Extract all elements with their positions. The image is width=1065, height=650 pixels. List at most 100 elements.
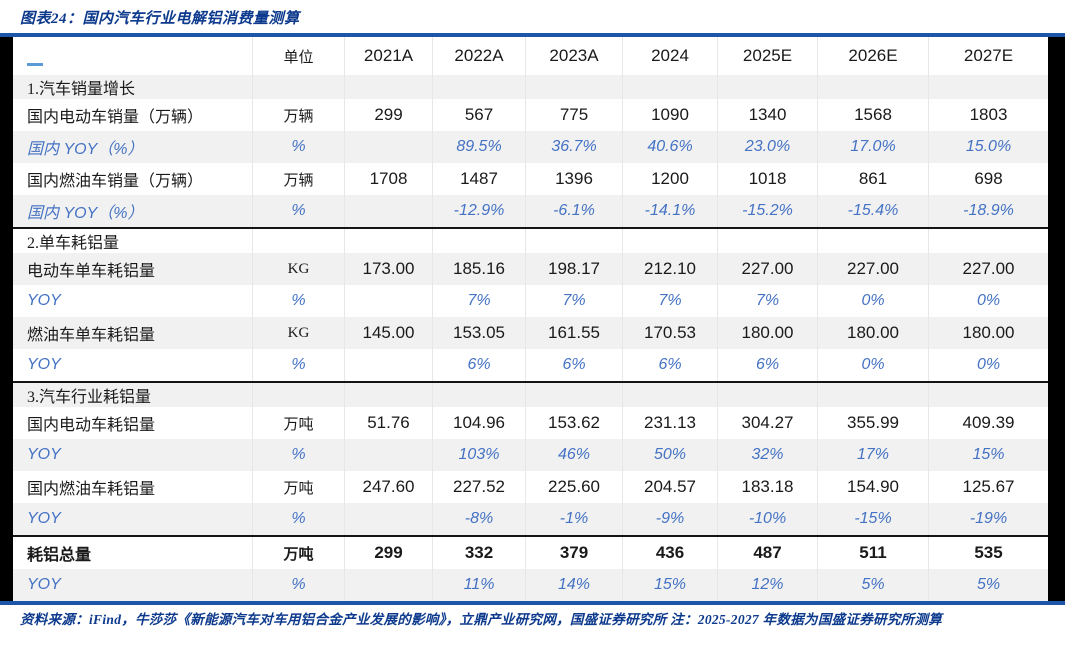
table-row-data: 燃油车单车耗铝量 KG 145.00 153.05 161.55 170.53 180.00…	[13, 317, 1048, 349]
row-value: -19%	[969, 510, 1008, 527]
row-value: 50%	[623, 439, 718, 471]
row-unit: 万吨	[253, 407, 345, 439]
row-value: 23.0%	[718, 131, 818, 163]
row-value: 7%	[433, 285, 526, 317]
row-value	[526, 383, 623, 407]
column-header-year: 2025E	[718, 37, 818, 75]
row-value	[818, 75, 929, 99]
row-value: 15.0%	[965, 138, 1012, 155]
row-value: 89.5%	[433, 131, 526, 163]
row-label: 2.单车耗铝量	[13, 229, 253, 253]
table-row-yoy: YOY% 103% 46% 50% 32% 17% 15%	[13, 439, 1048, 471]
row-value: 11%	[433, 569, 526, 601]
row-value	[433, 383, 526, 407]
row-value: -12.9%	[433, 195, 526, 227]
row-value: 170.53	[623, 317, 718, 349]
table-row-yoy: YOY% 11% 14% 15% 12% 5% 5%	[13, 569, 1048, 601]
row-value: 17.0%	[818, 131, 929, 163]
row-value	[526, 229, 623, 253]
column-header-year: 2022A	[433, 37, 526, 75]
row-value: 12%	[718, 569, 818, 601]
row-value: 17%	[818, 439, 929, 471]
row-value: 204.57	[623, 471, 718, 503]
row-value	[929, 229, 1048, 253]
row-unit	[253, 383, 345, 407]
row-unit: %	[253, 285, 345, 317]
row-label: 国内燃油车销量（万辆）	[13, 163, 253, 195]
top-blue-rule	[0, 33, 1065, 37]
row-value: 46%	[526, 439, 623, 471]
row-value: 103%	[433, 439, 526, 471]
row-value: -1%	[526, 503, 623, 535]
row-value	[345, 229, 433, 253]
row-unit: %	[253, 131, 345, 163]
row-unit: %	[253, 195, 345, 227]
row-value: 1487	[433, 163, 526, 195]
row-value	[623, 75, 718, 99]
table-row-data: 国内燃油车耗铝量 万吨 247.60 227.52 225.60 204.57 183.18…	[13, 471, 1048, 503]
table-header-row: 单位 2021A 2022A 2023A 2024 2025E 2026E 2027E	[13, 37, 1048, 75]
table-row-yoy: 国内 YOY（%）% 89.5% 36.7% 40.6% 23.0% 17.0% 15.0%	[13, 131, 1048, 163]
row-value: 0%	[818, 349, 929, 381]
row-value: 198.17	[526, 253, 623, 285]
row-value: 332	[433, 537, 526, 569]
row-value	[929, 383, 1048, 407]
row-value: 14%	[526, 569, 623, 601]
row-value: 6%	[433, 349, 526, 381]
table-row-section: 2.单车耗铝量	[13, 229, 1048, 253]
row-value: 1568	[818, 99, 929, 131]
column-header-unit: 单位	[253, 37, 345, 75]
consumption-table: 单位 2021A 2022A 2023A 2024 2025E 2026E 2027E 1.汽车…	[0, 37, 1065, 601]
row-label: 国内电动车耗铝量	[13, 407, 253, 439]
row-value: -15.2%	[718, 195, 818, 227]
source-note: 资料来源：iFind，牛莎莎《新能源汽车对车用铝合金产业发展的影响》，立鼎产业研…	[20, 612, 943, 627]
row-unit: 万辆	[253, 163, 345, 195]
row-value: 7%	[718, 285, 818, 317]
table-row-yoy: YOY% 6% 6% 6% 6% 0% 0%	[13, 349, 1048, 381]
row-value: -15.4%	[818, 195, 929, 227]
row-unit: %	[253, 349, 345, 381]
row-value: 153.62	[526, 407, 623, 439]
row-value: 183.18	[718, 471, 818, 503]
table-row-yoy: YOY% -8% -1% -9% -10% -15% -19%	[13, 503, 1048, 535]
row-value	[623, 229, 718, 253]
column-header-year: 2021A	[345, 37, 433, 75]
table-row-yoy: 国内 YOY（%）% -12.9% -6.1% -14.1% -15.2% -15.4% -…	[13, 195, 1048, 227]
row-unit: 万辆	[253, 99, 345, 131]
row-value: 1708	[345, 163, 433, 195]
column-header-year: 2023A	[526, 37, 623, 75]
row-value: 487	[718, 537, 818, 569]
row-value	[433, 75, 526, 99]
row-value: 32%	[718, 439, 818, 471]
row-value: -14.1%	[623, 195, 718, 227]
table-row-yoy: YOY% 7% 7% 7% 7% 0% 0%	[13, 285, 1048, 317]
row-value: 299	[345, 99, 433, 131]
table-row-section: 3.汽车行业耗铝量	[13, 383, 1048, 407]
table-row-section: 1.汽车销量增长	[13, 75, 1048, 99]
row-value: 173.00	[345, 253, 433, 285]
row-value: 161.55	[526, 317, 623, 349]
row-value	[929, 75, 1048, 99]
row-value	[526, 75, 623, 99]
bottom-blue-rule	[0, 601, 1065, 605]
table-grid: 单位 2021A 2022A 2023A 2024 2025E 2026E 2027E 1.汽车…	[13, 37, 1048, 601]
table-row-data: 电动车单车耗铝量 KG 173.00 185.16 198.17 212.10 227.00…	[13, 253, 1048, 285]
row-value: 0%	[976, 356, 1001, 373]
header-label-cell	[13, 37, 253, 75]
row-label: 电动车单车耗铝量	[13, 253, 253, 285]
row-value: -9%	[623, 503, 718, 535]
section-divider	[13, 535, 1048, 537]
row-value	[345, 383, 433, 407]
row-unit: KG	[253, 317, 345, 349]
row-value: 1018	[718, 163, 818, 195]
row-value: 511	[818, 537, 929, 569]
row-unit: KG	[253, 253, 345, 285]
row-value: 7%	[526, 285, 623, 317]
row-label: 国内 YOY（%）	[13, 195, 253, 227]
row-value	[345, 195, 433, 227]
row-value: 40.6%	[623, 131, 718, 163]
row-value	[345, 285, 433, 317]
row-label: 耗铝总量	[13, 537, 253, 569]
row-value: 15%	[972, 446, 1005, 463]
row-value: 1200	[623, 163, 718, 195]
